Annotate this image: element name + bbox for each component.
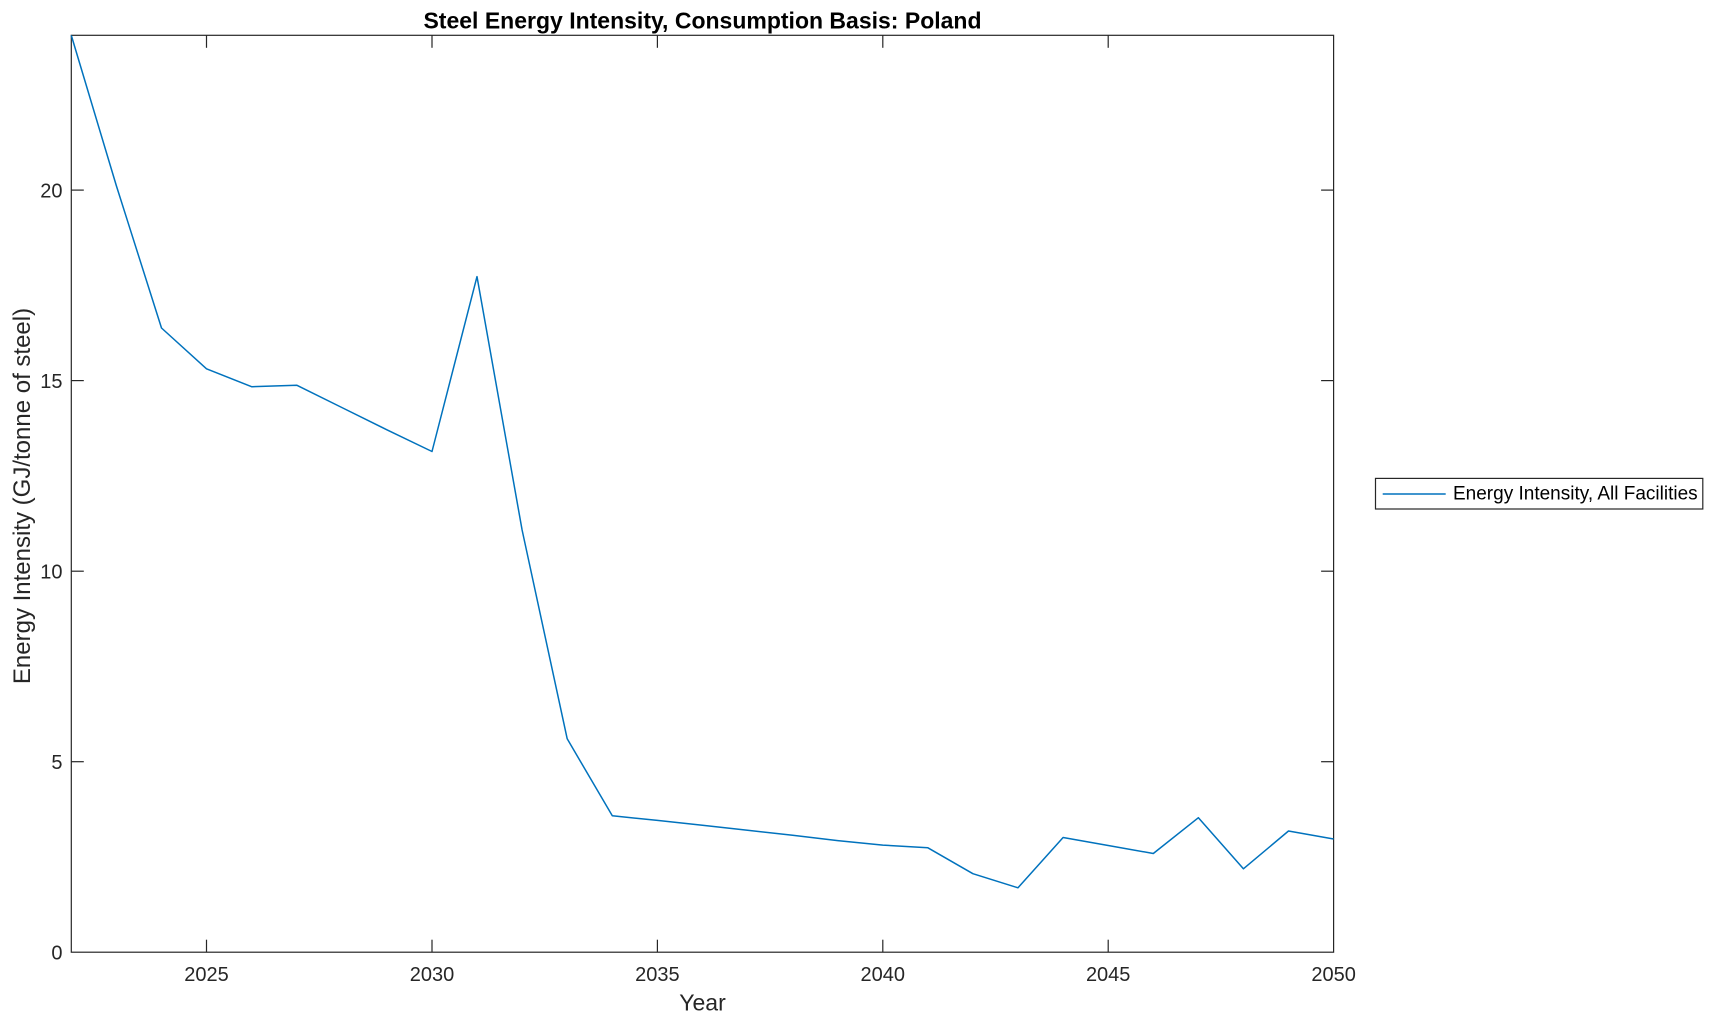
svg-text:2035: 2035: [635, 964, 680, 986]
svg-text:Year: Year: [679, 990, 726, 1016]
svg-text:15: 15: [40, 371, 62, 393]
svg-text:Energy Intensity (GJ/tonne of: Energy Intensity (GJ/tonne of steel): [9, 308, 36, 684]
svg-text:2045: 2045: [1086, 964, 1131, 986]
svg-text:2030: 2030: [410, 964, 455, 986]
svg-text:2025: 2025: [184, 964, 229, 986]
svg-text:10: 10: [40, 562, 62, 584]
svg-text:Steel Energy Intensity, Consum: Steel Energy Intensity, Consumption Basi…: [423, 8, 981, 34]
svg-text:20: 20: [40, 180, 62, 202]
svg-text:0: 0: [51, 943, 62, 965]
svg-text:5: 5: [51, 752, 62, 774]
svg-text:2050: 2050: [1311, 964, 1356, 986]
svg-text:2040: 2040: [861, 964, 906, 986]
svg-text:Energy Intensity, All Faciliti: Energy Intensity, All Facilities: [1453, 484, 1698, 505]
